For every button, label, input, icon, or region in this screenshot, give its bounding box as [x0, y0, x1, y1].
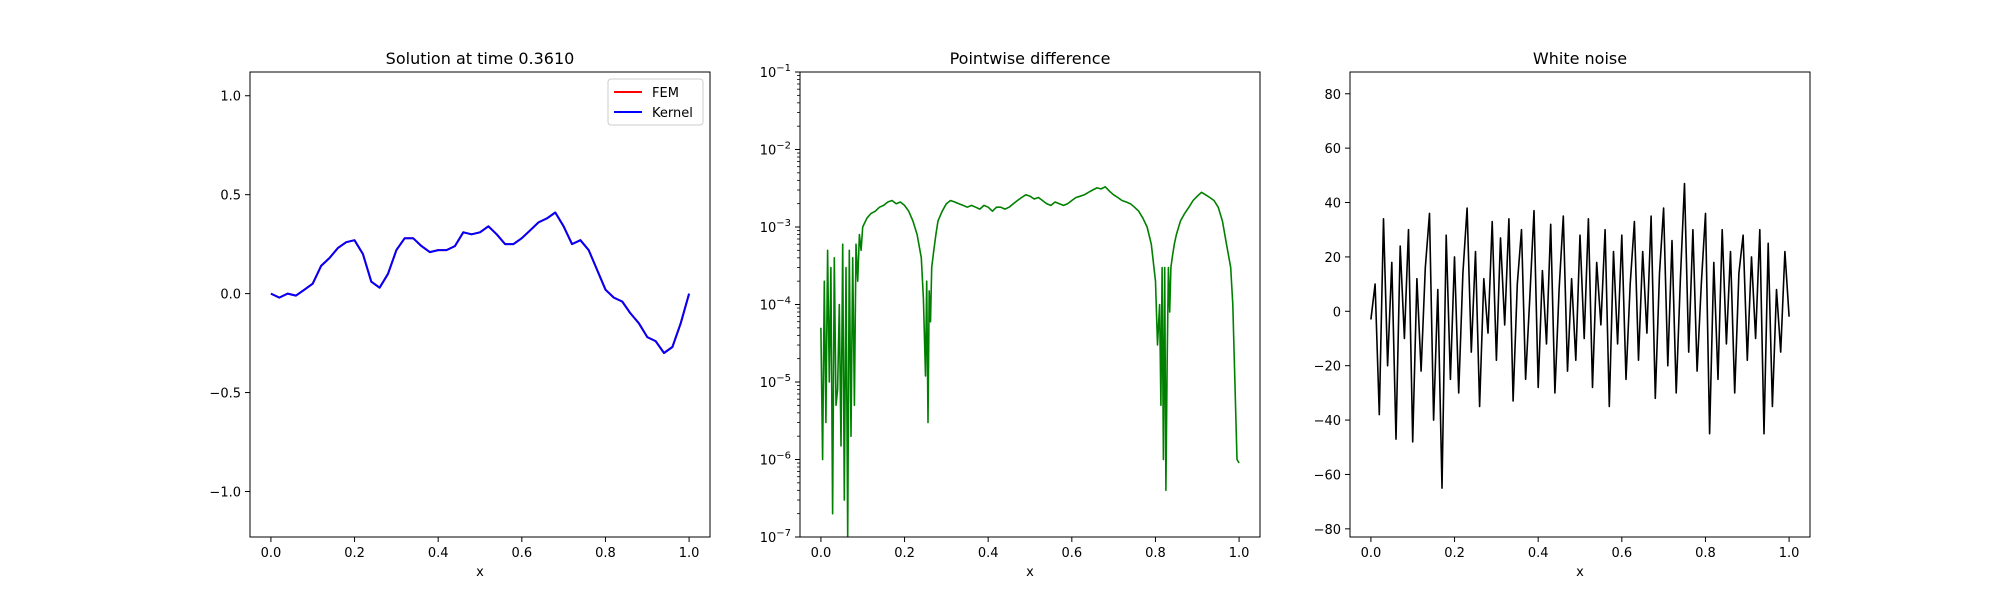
white-noise-x-tick-label: 1.0: [1779, 546, 1800, 561]
solution-lines: [270, 211, 691, 354]
white-noise-plot-frame: [1349, 71, 1811, 538]
white-noise-y-tick-label: −80: [1314, 523, 1341, 538]
white-noise-lines: [1370, 182, 1790, 489]
difference-y-tick-label: 10−3: [760, 218, 791, 236]
legend: FEM Kernel: [607, 78, 704, 126]
difference-x-tick-label: 1.0: [1229, 546, 1250, 561]
difference-lines: [820, 186, 1240, 537]
legend-kernel-label: Kernel: [652, 106, 693, 121]
white-noise-series-line-0: [1370, 182, 1790, 489]
white-noise-x-tick-label: 0.4: [1528, 546, 1549, 561]
white-noise-y-tick-label: 0: [1333, 305, 1341, 320]
white-noise-y-tick-label: 60: [1324, 142, 1341, 157]
white-noise-panel: White noise 0.0 0.2 0.4 0.6 0.8 1.0 −80 −60 −40 −…: [1314, 49, 1811, 580]
solution-y-tick-label: 0.0: [220, 288, 241, 303]
solution-x-tick-label: 1.0: [679, 546, 700, 561]
solution-y-tick-label: 0.5: [220, 189, 241, 204]
difference-x-axis-label: x: [1026, 565, 1034, 580]
white-noise-x-tick-label: 0.0: [1361, 546, 1382, 561]
difference-x-tick-label: 0.2: [894, 546, 915, 561]
legend-fem-label: FEM: [652, 86, 679, 101]
difference-plot-frame: [799, 71, 1261, 538]
legend-box: [607, 78, 704, 126]
white-noise-chart-title: White noise: [1533, 49, 1627, 68]
white-noise-y-tick-label: 80: [1324, 88, 1341, 103]
difference-series-line-0: [820, 186, 1240, 537]
solution-ticks: 0.0 0.2 0.4 0.6 0.8 1.0 −1.0 −0.5 0.0 0.5 1.0: [209, 90, 699, 561]
difference-y-tick-label: 10−4: [760, 296, 791, 314]
solution-y-tick-label: −0.5: [209, 387, 241, 402]
difference-y-tick-label: 10−7: [760, 528, 791, 546]
solution-panel: Solution at time 0.3610 0.0 0.2 0.4 0.6 0.8 1…: [209, 49, 711, 580]
difference-x-tick-label: 0.4: [978, 546, 999, 561]
solution-x-tick-label: 0.2: [344, 546, 365, 561]
difference-y-tick-label: 10−6: [760, 451, 791, 469]
white-noise-y-tick-label: −60: [1314, 468, 1341, 483]
difference-panel: Pointwise difference 0.0 0.2 0.4 0.6 0.8 1.0 1…: [760, 49, 1261, 580]
difference-x-tick-label: 0.8: [1145, 546, 1166, 561]
solution-series-line-kernel: [270, 211, 691, 354]
solution-chart-title: Solution at time 0.3610: [386, 49, 575, 68]
solution-x-tick-label: 0.4: [428, 546, 449, 561]
solution-y-tick-label: −1.0: [209, 485, 241, 500]
white-noise-x-tick-label: 0.6: [1611, 546, 1632, 561]
difference-x-tick-label: 0.6: [1061, 546, 1082, 561]
solution-x-tick-label: 0.8: [595, 546, 616, 561]
white-noise-y-tick-label: 20: [1324, 251, 1341, 266]
white-noise-x-tick-label: 0.2: [1444, 546, 1465, 561]
difference-ticks: 0.0 0.2 0.4 0.6 0.8 1.0 10−7 10−6 10−5 10−4 10−3 10…: [760, 63, 1250, 561]
white-noise-ticks: 0.0 0.2 0.4 0.6 0.8 1.0 −80 −60 −40 −20 0 20 40 60 80: [1314, 88, 1800, 561]
white-noise-y-tick-label: −40: [1314, 414, 1341, 429]
difference-y-tick-label: 10−2: [760, 141, 791, 159]
solution-x-tick-label: 0.6: [511, 546, 532, 561]
difference-y-tick-label: 10−5: [760, 373, 791, 391]
difference-chart-title: Pointwise difference: [950, 49, 1111, 68]
white-noise-y-tick-label: 40: [1324, 197, 1341, 212]
white-noise-y-tick-label: −20: [1314, 360, 1341, 375]
solution-x-axis-label: x: [476, 565, 484, 580]
difference-y-tick-label: 10−1: [760, 63, 791, 81]
solution-x-tick-label: 0.0: [261, 546, 282, 561]
white-noise-x-axis-label: x: [1576, 565, 1584, 580]
solution-plot-frame: [249, 71, 711, 538]
white-noise-x-tick-label: 0.8: [1695, 546, 1716, 561]
difference-x-tick-label: 0.0: [811, 546, 832, 561]
solution-y-tick-label: 1.0: [220, 90, 241, 105]
